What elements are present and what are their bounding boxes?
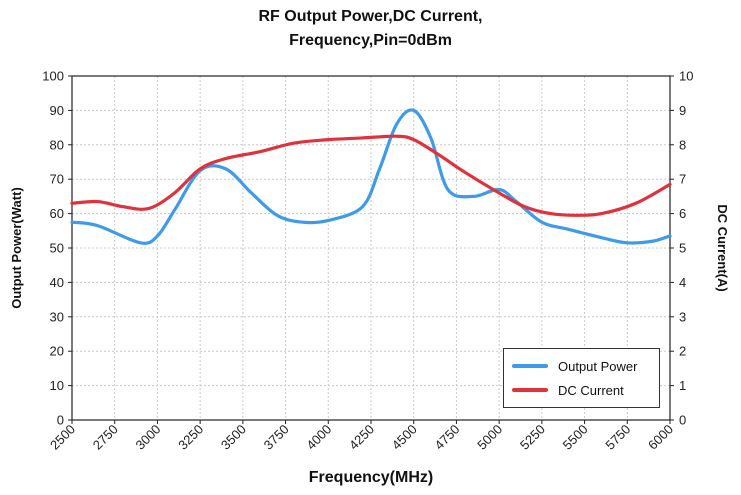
x-axis-title: Frequency(MHz) [309, 469, 433, 486]
y-left-tick-label: 90 [50, 103, 64, 118]
x-tick-label: 3000 [132, 422, 163, 453]
y-left-tick-label: 40 [50, 275, 64, 290]
y-axis-right-title: DC Current(A) [715, 204, 730, 291]
x-tick-label: 3250 [175, 422, 206, 453]
x-tick-label: 4250 [346, 422, 377, 453]
x-tick-label: 5750 [602, 422, 633, 453]
y-right-tick-label: 0 [679, 413, 686, 428]
chart-title-line1: RF Output Power,DC Current, [258, 8, 483, 25]
y-left-tick-label: 70 [50, 172, 64, 187]
grid-layer [72, 76, 670, 420]
y-right-tick-label: 10 [679, 69, 693, 84]
series-line-output-power [70, 108, 672, 245]
legend-item-dc-current: DC Current [512, 381, 624, 399]
legend-swatch-dc-current [512, 388, 548, 392]
x-tick-label: 5500 [560, 422, 591, 453]
y-right-tick-label: 8 [679, 137, 686, 152]
y-right-tick-label: 1 [679, 378, 686, 393]
y-right-tick-label: 2 [679, 344, 686, 359]
legend-swatch-output-power [512, 364, 548, 368]
y-left-tick-label: 0 [57, 413, 64, 428]
y-right-tick-label: 9 [679, 103, 686, 118]
legend-label-output-power: Output Power [558, 358, 638, 374]
x-tick-label: 4750 [431, 422, 462, 453]
x-tick-label: 3500 [218, 422, 249, 453]
x-tick-label: 4000 [303, 422, 334, 453]
chart-title-line2: Frequency,Pin=0dBm [289, 32, 452, 49]
x-tick-label: 3750 [261, 422, 292, 453]
y-right-tick-label: 4 [679, 275, 686, 290]
y-left-tick-label: 50 [50, 241, 64, 256]
y-right-tick-label: 7 [679, 172, 686, 187]
y-left-tick-label: 20 [50, 344, 64, 359]
x-tick-label: 5250 [517, 422, 548, 453]
y-axis-left-title: Output Power(Watt) [9, 187, 24, 309]
y-left-tick-label: 60 [50, 206, 64, 221]
y-right-tick-label: 5 [679, 241, 686, 256]
y-left-tick-label: 10 [50, 378, 64, 393]
x-tick-label: 4500 [389, 422, 420, 453]
y-left-tick-label: 100 [42, 69, 64, 84]
legend-label-dc-current: DC Current [558, 382, 624, 398]
legend: Output Power DC Current [503, 348, 660, 408]
x-tick-label: 2750 [90, 422, 121, 453]
y-left-tick-label: 30 [50, 309, 64, 324]
x-tick-label: 6000 [645, 422, 676, 453]
series-layer [70, 108, 672, 245]
y-right-tick-label: 3 [679, 309, 686, 324]
y-left-tick-label: 80 [50, 137, 64, 152]
series-line-dc-current [70, 134, 672, 217]
y-right-tick-label: 6 [679, 206, 686, 221]
x-tick-label: 5000 [474, 422, 505, 453]
legend-item-output-power: Output Power [512, 357, 638, 375]
